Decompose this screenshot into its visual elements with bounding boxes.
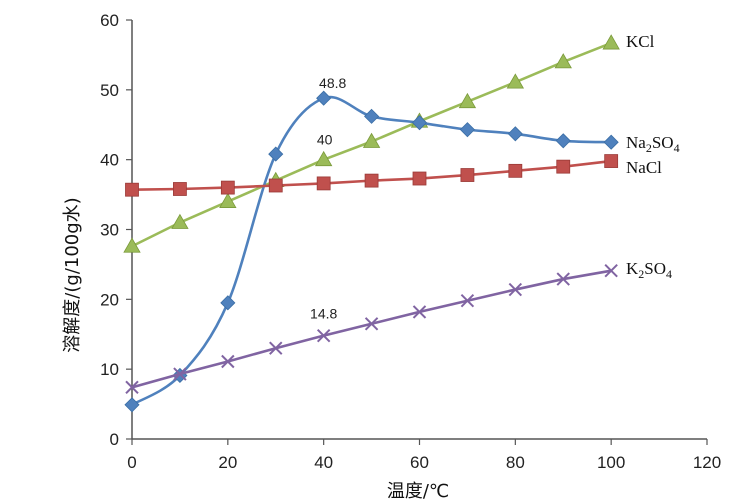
data-point-na2so4 [316,90,332,106]
legend-text: NaCl [626,158,662,177]
legend-label-na2so4: Na2SO4 [626,133,680,155]
data-point-k2so4 [364,317,379,331]
legend-text: KCl [626,32,655,51]
x-tick-label: 20 [218,453,237,472]
data-point-kcl [123,237,141,253]
x-axis-title: 温度/℃ [387,481,449,500]
legend-label-kcl: KCl [626,32,655,51]
series-kcl [123,34,620,253]
y-tick-label: 20 [100,290,119,309]
data-point-na2so4 [268,146,284,162]
legend-subscript: 4 [666,267,672,281]
data-label: 40 [317,132,333,148]
x-tick-label: 120 [693,453,721,472]
data-point-k2so4 [508,282,523,297]
data-point-na2so4 [459,122,475,138]
data-point-k2so4 [221,354,235,369]
x-marker-stroke [412,305,427,319]
legend-text: K [626,259,639,278]
y-tick-label: 50 [100,81,119,100]
x-marker-stroke [173,367,187,381]
data-point-na2so4 [411,115,428,131]
data-point-kcl [362,132,381,148]
x-ticks: 0 20 40 60 80 100 120 [127,439,721,472]
data-point-nacl [364,173,379,188]
data-point-k2so4 [556,272,570,286]
series-line-k2so4 [131,269,612,389]
data-point-kcl [554,53,572,69]
data-point-na2so4 [220,295,236,311]
axes: 0 20 40 60 80 100 120 0 10 20 30 40 50 60 [100,11,721,472]
y-tick-label: 60 [100,11,119,30]
x-marker-stroke [508,282,523,297]
x-tick-label: 60 [410,453,429,472]
x-marker-stroke [604,263,618,278]
data-point-k2so4 [460,294,475,308]
y-tick-label: 0 [110,430,119,449]
data-point-k2so4 [173,367,187,381]
legend-text: SO [644,259,666,278]
data-point-nacl [173,182,187,196]
data-point-na2so4 [555,133,571,149]
x-tick-label: 100 [597,453,625,472]
data-point-na2so4 [124,397,140,413]
y-axis-title: 溶解度/(g/100g水) [62,197,83,352]
data-point-nacl [412,171,427,186]
legend-label-k2so4: K2SO4 [626,259,672,281]
data-point-na2so4 [364,108,380,124]
legend-subscript: 2 [638,267,644,281]
y-ticks: 0 10 20 30 40 50 60 [100,11,132,449]
series-layer [123,34,620,413]
data-point-nacl [220,180,235,195]
legend-subscript: 2 [646,141,652,155]
data-point-k2so4 [316,328,331,343]
data-point-nacl [125,182,139,197]
data-point-nacl [556,159,571,174]
data-point-nacl [508,163,523,178]
data-point-nacl [460,168,475,182]
data-point-kcl [219,192,237,208]
series-k2so4 [125,263,618,395]
x-marker-stroke [221,354,235,369]
y-tick-label: 30 [100,221,119,240]
data-point-k2so4 [125,380,139,395]
x-tick-label: 0 [127,453,136,472]
annotation-layer: 48.8 40 14.8 [310,75,346,321]
legend-label-nacl: NaCl [626,158,662,177]
data-point-k2so4 [269,341,283,355]
data-point-kcl [458,92,477,109]
legend-text: Na [626,133,646,152]
data-point-na2so4 [603,134,619,150]
x-marker-stroke [556,272,570,286]
y-tick-label: 40 [100,151,119,170]
x-marker-stroke [364,317,379,331]
data-point-kcl [602,34,620,50]
data-label: 48.8 [319,75,346,91]
x-marker-stroke [125,380,139,395]
x-marker-stroke [316,328,331,343]
x-tick-label: 40 [314,453,333,472]
x-marker-stroke [460,294,475,308]
data-point-nacl [604,154,619,168]
data-point-kcl [506,73,525,89]
series-nacl [125,154,619,197]
data-point-kcl [314,150,333,167]
x-tick-label: 80 [506,453,525,472]
data-point-k2so4 [412,305,427,319]
data-point-k2so4 [604,263,618,278]
legend-text: SO [652,133,674,152]
data-point-kcl [171,213,189,229]
x-marker-stroke [269,341,283,355]
data-point-na2so4 [507,126,523,142]
data-point-nacl [268,178,283,193]
legend-subscript: 4 [674,141,680,155]
y-tick-label: 10 [100,360,119,379]
data-label: 14.8 [310,306,337,322]
data-point-nacl [316,176,331,191]
